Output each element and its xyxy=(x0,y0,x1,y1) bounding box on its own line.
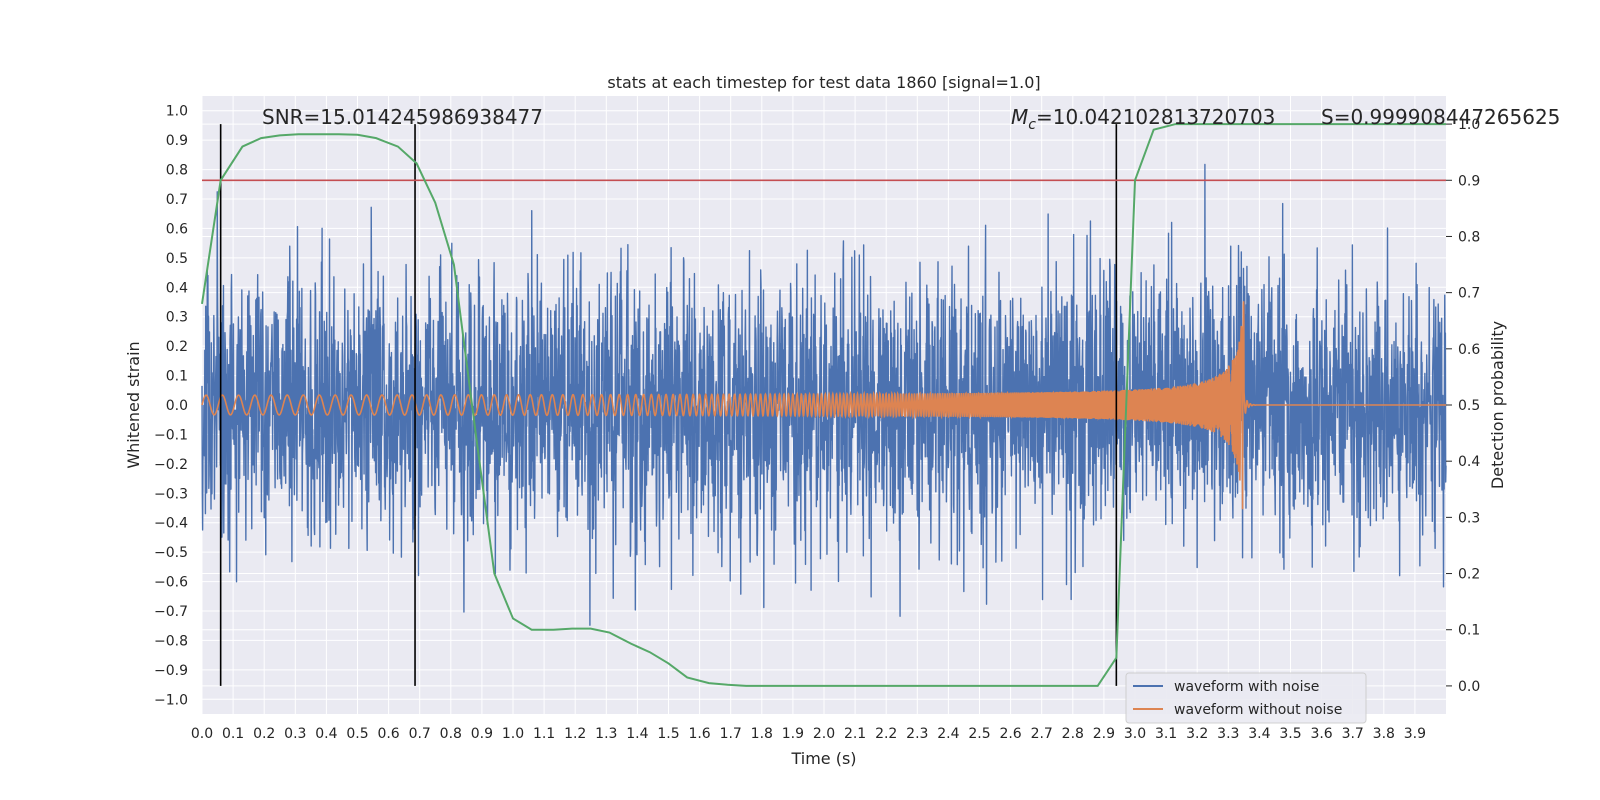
x-tick-label: 0.6 xyxy=(377,726,399,742)
y-tick-label: −0.6 xyxy=(154,575,188,591)
y-tick-label: −0.4 xyxy=(154,516,188,532)
x-tick-label: 3.4 xyxy=(1248,726,1270,742)
x-tick-label: 1.3 xyxy=(595,726,617,742)
x-tick-label: 3.8 xyxy=(1373,726,1395,742)
x-tick-label: 2.1 xyxy=(844,726,866,742)
x-tick-label: 2.7 xyxy=(1031,726,1053,742)
y-tick-label: 0.1 xyxy=(166,369,188,385)
y-tick-label: −0.9 xyxy=(154,663,188,679)
x-tick-label: 1.7 xyxy=(720,726,742,742)
y2-tick-label: 0.6 xyxy=(1458,342,1480,358)
x-tick-label: 0.1 xyxy=(222,726,244,742)
x-tick-label: 3.6 xyxy=(1310,726,1332,742)
mc-value: =10.042102813720703 xyxy=(1036,105,1275,129)
x-tick-label: 0.8 xyxy=(440,726,462,742)
x-tick-label: 1.5 xyxy=(657,726,679,742)
s-annotation: S=0.999908447265625 xyxy=(1321,105,1560,129)
x-tick-label: 1.6 xyxy=(688,726,710,742)
x-tick-label: 0.9 xyxy=(471,726,493,742)
legend-label-clean: waveform without noise xyxy=(1174,702,1342,718)
y2-axis-label: Detection probability xyxy=(1488,321,1507,489)
chart-title: stats at each timestep for test data 186… xyxy=(607,73,1040,92)
x-tick-label: 2.4 xyxy=(937,726,959,742)
y-tick-label: −0.1 xyxy=(154,427,188,443)
x-tick-label: 1.9 xyxy=(782,726,804,742)
plot-area xyxy=(201,123,1447,687)
x-tick-label: 0.7 xyxy=(409,726,431,742)
y2-tick-label: 0.2 xyxy=(1458,567,1480,583)
y2-tick-label: 0.5 xyxy=(1458,398,1480,414)
y-tick-label: 0.3 xyxy=(166,310,188,326)
x-tick-label: 3.2 xyxy=(1186,726,1208,742)
y2-tick-label: 0.1 xyxy=(1458,623,1480,639)
x-tick-label: 0.3 xyxy=(284,726,306,742)
y2-tick-label: 0.4 xyxy=(1458,454,1480,470)
series-detection-probability xyxy=(201,123,1446,687)
x-tick-label: 3.9 xyxy=(1404,726,1426,742)
x-tick-label: 1.2 xyxy=(564,726,586,742)
x-tick-label: 2.0 xyxy=(813,726,835,742)
x-tick-label: 3.0 xyxy=(1124,726,1146,742)
x-tick-label: 3.5 xyxy=(1279,726,1301,742)
y-tick-label: 0.6 xyxy=(166,221,188,237)
y-tick-label: 0.5 xyxy=(166,251,188,267)
y-tick-label: −0.2 xyxy=(154,457,188,473)
y-tick-label: 0.7 xyxy=(166,192,188,208)
x-tick-label: 2.8 xyxy=(1062,726,1084,742)
x-tick-label: 2.9 xyxy=(1093,726,1115,742)
x-tick-label: 2.6 xyxy=(999,726,1021,742)
x-tick-label: 3.3 xyxy=(1217,726,1239,742)
ticks: 0.0 0.1 0.2 0.3 0.4 0.5 0.6 0.7 0.8 0.9 1.0 1.1 1.2 1… xyxy=(154,104,1480,742)
y-tick-label: −0.8 xyxy=(154,633,188,649)
y-tick-label: 0.0 xyxy=(166,398,188,414)
y-tick-label: 0.2 xyxy=(166,339,188,355)
mc-annotation: Mc=10.042102813720703 xyxy=(1011,105,1275,133)
y-tick-label: −1.0 xyxy=(154,692,188,708)
x-tick-label: 1.1 xyxy=(533,726,555,742)
x-tick-label: 1.0 xyxy=(502,726,524,742)
x-tick-label: 0.5 xyxy=(346,726,368,742)
y-axis-label: Whitened strain xyxy=(124,341,143,468)
x-tick-label: 2.2 xyxy=(875,726,897,742)
legend-box xyxy=(1125,672,1367,724)
y-tick-label: −0.3 xyxy=(154,486,188,502)
y2-tick-label: 0.3 xyxy=(1458,510,1480,526)
y-tick-label: −0.7 xyxy=(154,604,188,620)
y-tick-label: 0.8 xyxy=(166,163,188,179)
y2-tick-label: 0.0 xyxy=(1458,679,1480,695)
legend-label-noise: waveform with noise xyxy=(1174,679,1319,695)
legend: waveform with noise waveform without noi… xyxy=(1125,672,1367,724)
series-waveform-with-noise xyxy=(201,163,1447,626)
mc-subscript: c xyxy=(1028,117,1036,133)
y-tick-label: 0.4 xyxy=(166,280,188,296)
x-tick-label: 0.2 xyxy=(253,726,275,742)
y2-tick-label: 1.0 xyxy=(1458,117,1480,133)
x-tick-label: 3.7 xyxy=(1342,726,1364,742)
y2-tick-label: 0.7 xyxy=(1458,286,1480,302)
x-tick-label: 0.0 xyxy=(191,726,213,742)
x-tick-label: 2.5 xyxy=(968,726,990,742)
snr-annotation: SNR=15.014245986938477 xyxy=(262,105,543,129)
x-axis-label: Time (s) xyxy=(790,749,856,768)
y2-tick-label: 0.9 xyxy=(1458,173,1480,189)
x-tick-label: 0.4 xyxy=(315,726,337,742)
x-tick-label: 1.4 xyxy=(626,726,648,742)
y-tick-label: −0.5 xyxy=(154,545,188,561)
y-tick-label: 1.0 xyxy=(166,104,188,120)
y2-tick-label: 0.8 xyxy=(1458,229,1480,245)
y-tick-label: 0.9 xyxy=(166,133,188,149)
x-tick-label: 3.1 xyxy=(1155,726,1177,742)
x-tick-label: 1.8 xyxy=(751,726,773,742)
x-tick-label: 2.3 xyxy=(906,726,928,742)
mc-symbol: M xyxy=(1011,105,1028,129)
series-waveform-without-noise xyxy=(201,301,1446,510)
